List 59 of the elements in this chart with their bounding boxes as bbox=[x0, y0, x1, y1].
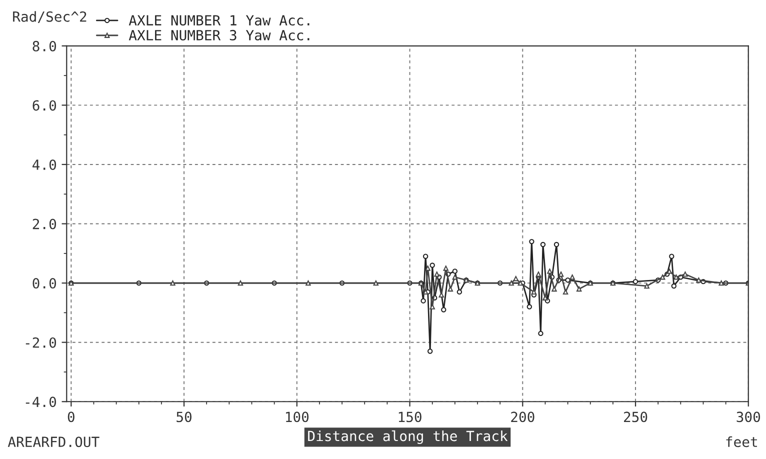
point bbox=[448, 286, 454, 292]
x-tick-label: 100 bbox=[286, 412, 309, 422]
point bbox=[558, 272, 564, 277]
text: AREARFD.OUT bbox=[8, 436, 100, 448]
point bbox=[422, 289, 428, 295]
point bbox=[696, 277, 702, 283]
x-tick-label: 300 bbox=[736, 412, 760, 422]
x-axis-title: Distance along the Track bbox=[308, 430, 508, 444]
y-tick-label: 2.0 bbox=[32, 218, 56, 230]
y-axis-title: Rad/Sec^2 bbox=[13, 11, 86, 23]
x-tick-label: 150 bbox=[398, 412, 422, 422]
point bbox=[441, 307, 446, 312]
point bbox=[538, 330, 544, 336]
point bbox=[373, 280, 379, 286]
point bbox=[452, 268, 458, 274]
point bbox=[718, 280, 724, 286]
point bbox=[531, 289, 537, 295]
y-tick-label: 4.0 bbox=[32, 159, 56, 170]
point bbox=[682, 272, 688, 277]
y-tick-label: 8.0 bbox=[32, 40, 56, 52]
point bbox=[443, 266, 448, 271]
point bbox=[452, 274, 458, 280]
x-tick-label: 50 bbox=[176, 412, 192, 422]
point bbox=[434, 272, 440, 277]
point bbox=[632, 278, 638, 284]
legend-label: AXLE NUMBER 1 Yaw Acc. bbox=[128, 15, 310, 26]
point bbox=[425, 266, 430, 271]
legend-label: AXLE NUMBER 3 Yaw Acc. bbox=[128, 30, 310, 40]
point bbox=[565, 277, 570, 283]
y-tick-label: 6.0 bbox=[32, 100, 56, 111]
y-tick-label: -4.0 bbox=[26, 396, 56, 408]
x-tick-label: 200 bbox=[511, 412, 534, 422]
point bbox=[518, 280, 523, 286]
point bbox=[576, 286, 582, 292]
point bbox=[562, 289, 568, 295]
point bbox=[547, 268, 552, 274]
point bbox=[540, 242, 546, 248]
x-tick-label: 0 bbox=[68, 412, 74, 422]
point bbox=[526, 304, 532, 310]
point bbox=[529, 238, 534, 244]
point bbox=[671, 283, 676, 289]
point bbox=[170, 280, 176, 286]
point bbox=[552, 286, 557, 292]
point bbox=[430, 262, 435, 268]
point bbox=[456, 289, 462, 295]
point bbox=[306, 280, 311, 286]
text: feet bbox=[726, 436, 757, 448]
point bbox=[420, 298, 426, 304]
point bbox=[666, 268, 672, 274]
y-tick-label: -2.0 bbox=[26, 337, 56, 348]
point bbox=[508, 280, 514, 286]
x-tick-label: 250 bbox=[624, 412, 648, 422]
point bbox=[427, 348, 433, 354]
point bbox=[644, 283, 650, 289]
point bbox=[669, 254, 674, 259]
point bbox=[554, 242, 560, 248]
point bbox=[422, 254, 428, 259]
point bbox=[238, 280, 244, 286]
y-tick-label: 0.0 bbox=[32, 278, 56, 289]
